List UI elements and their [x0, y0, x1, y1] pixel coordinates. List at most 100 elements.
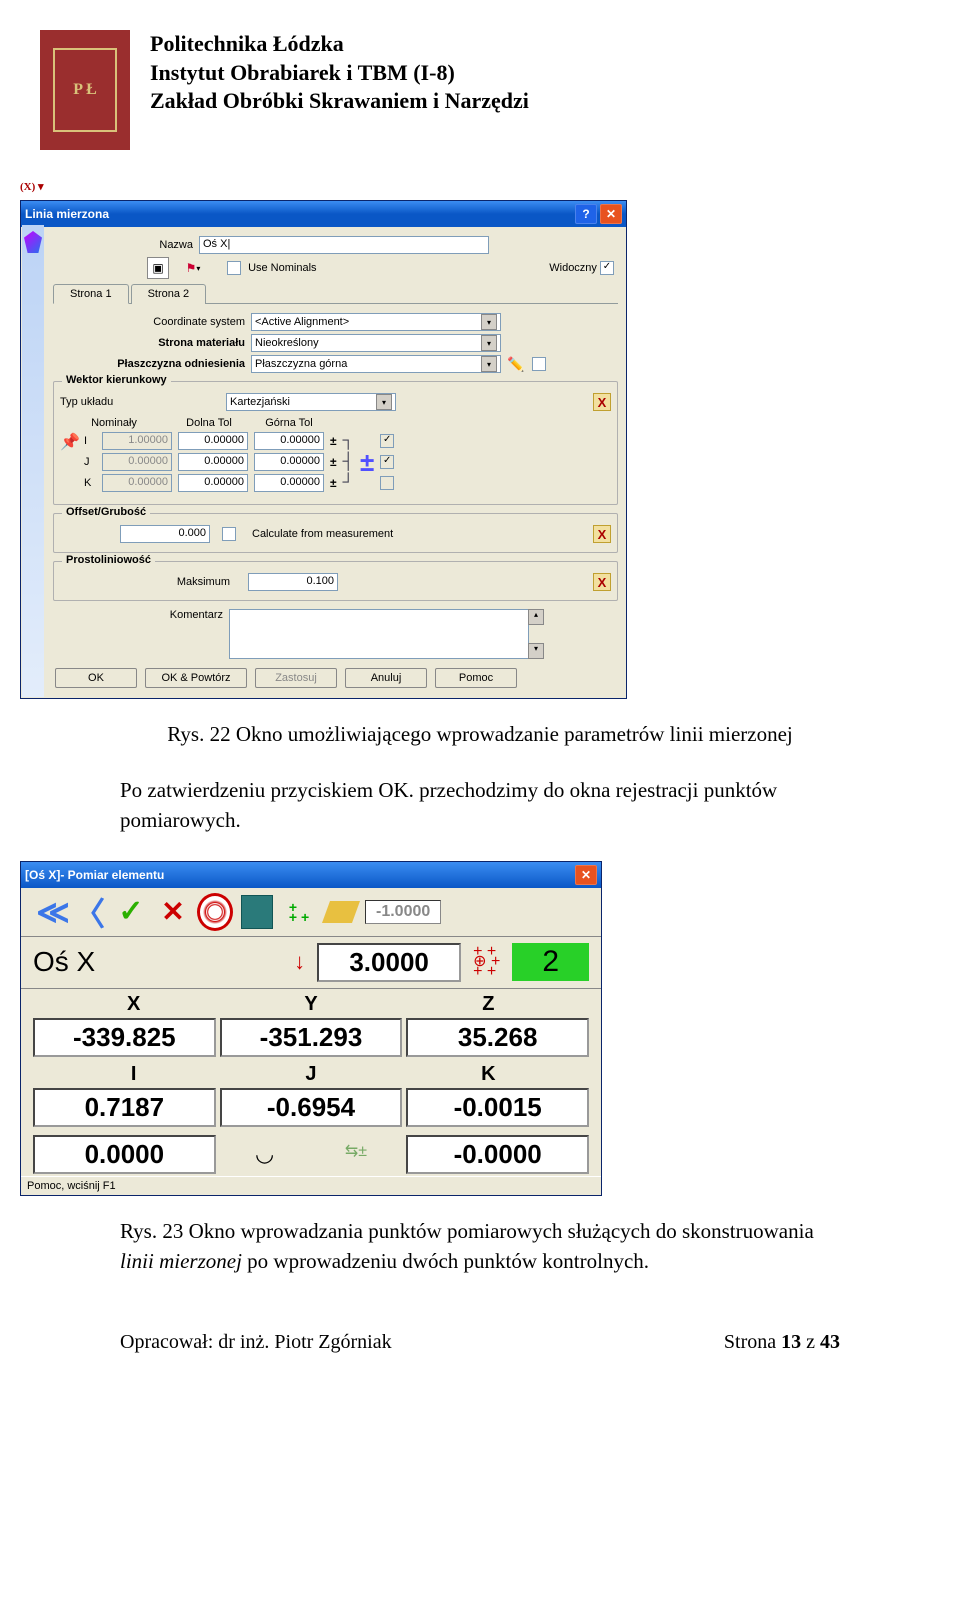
- axis-label: Oś X: [33, 946, 95, 978]
- calc-meas-checkbox[interactable]: [222, 527, 236, 541]
- ok-repeat-button[interactable]: OK & Powtórz: [145, 668, 247, 688]
- group-offset: Offset/Grubość 0.000 Calculate from meas…: [53, 513, 618, 553]
- header-line3: Zakład Obróbki Skrawaniem i Narzędzi: [150, 87, 529, 116]
- calculator-icon[interactable]: [239, 894, 275, 930]
- footer-total: 43: [820, 1331, 840, 1353]
- header-text: Politechnika Łódzka Instytut Obrabiarek …: [150, 30, 529, 116]
- arc-icon[interactable]: ◡: [255, 1141, 274, 1167]
- j-header: J: [222, 1063, 399, 1086]
- help-button[interactable]: ?: [575, 204, 597, 224]
- pin-icon[interactable]: 📌: [60, 414, 84, 452]
- coord-dropdown[interactable]: <Active Alignment>▾: [251, 313, 501, 331]
- i-check[interactable]: [380, 434, 394, 448]
- j-gt[interactable]: 0.00000: [254, 453, 324, 471]
- close-button[interactable]: ✕: [575, 865, 597, 885]
- close-button[interactable]: ✕: [600, 204, 622, 224]
- i-dt[interactable]: 0.00000: [178, 432, 248, 450]
- group-wektor: Wektor kierunkowy Typ układu Kartezjańsk…: [53, 381, 618, 505]
- tab-strona2[interactable]: Strona 2: [131, 284, 207, 304]
- j-dt[interactable]: 0.00000: [178, 453, 248, 471]
- maksimum-label: Maksimum: [60, 576, 230, 588]
- widoczny-checkbox[interactable]: [600, 261, 614, 275]
- header-line1: Politechnika Łódzka: [150, 30, 529, 59]
- b-value[interactable]: -0.0000: [406, 1135, 589, 1174]
- back-icon[interactable]: 〈: [71, 894, 107, 930]
- use-nominals-label: Use Nominals: [248, 262, 316, 274]
- readout-top: -1.0000: [365, 900, 441, 924]
- caption2-italic: linii mierzonej: [120, 1249, 242, 1273]
- apply-button[interactable]: Zastosuj: [255, 668, 337, 688]
- x-value[interactable]: -339.825: [33, 1018, 216, 1057]
- strona-mat-value: Nieokreślony: [255, 337, 319, 349]
- y-value[interactable]: -351.293: [220, 1018, 403, 1057]
- cancel-button[interactable]: Anuluj: [345, 668, 427, 688]
- rewind-icon[interactable]: ≪: [29, 894, 65, 930]
- a-value[interactable]: 0.0000: [33, 1135, 216, 1174]
- offset-input[interactable]: 0.000: [120, 525, 210, 543]
- i-header: I: [45, 1063, 222, 1086]
- x-flag-icon[interactable]: X: [593, 525, 611, 543]
- z-value[interactable]: 35.268: [406, 1018, 589, 1057]
- j-check[interactable]: [380, 455, 394, 469]
- adjust-icon[interactable]: ⇆±: [345, 1141, 367, 1167]
- surface-icon[interactable]: [323, 894, 359, 930]
- coord-label: Coordinate system: [55, 316, 245, 328]
- scroll-down[interactable]: ▾: [528, 643, 544, 659]
- group-prosto: Prostoliniowość Maksimum 0.100 X: [53, 561, 618, 601]
- komentarz-label: Komentarz: [53, 609, 223, 621]
- j-value[interactable]: -0.6954: [220, 1088, 403, 1127]
- plasz-value: Płaszczyzna górna: [255, 358, 347, 370]
- tool-icon[interactable]: [24, 231, 42, 253]
- plasz-dropdown[interactable]: Płaszczyzna górna▾: [251, 355, 501, 373]
- accept-icon[interactable]: ✓: [113, 894, 149, 930]
- plasz-checkbox[interactable]: [532, 357, 546, 371]
- use-nominals-checkbox[interactable]: [227, 261, 241, 275]
- k-check[interactable]: [380, 476, 394, 490]
- typ-ukladu-dropdown[interactable]: Kartezjański▾: [226, 393, 396, 411]
- flag-icon[interactable]: ⚑▾: [183, 258, 203, 278]
- big-pm-icon[interactable]: ±: [360, 453, 374, 471]
- coord-value: <Active Alignment>: [255, 316, 349, 328]
- i-value[interactable]: 0.7187: [33, 1088, 216, 1127]
- pm-icon[interactable]: ±: [330, 455, 337, 469]
- nazwa-input[interactable]: Oś X|: [199, 236, 489, 254]
- page-footer: Opracował: dr inż. Piotr Zgórniak Strona…: [0, 1301, 960, 1394]
- target-icon[interactable]: [197, 894, 233, 930]
- maksimum-input[interactable]: 0.100: [248, 573, 338, 591]
- plasz-label: Płaszczyzna odniesienia: [55, 358, 245, 370]
- x-flag-icon[interactable]: X: [593, 573, 611, 591]
- pick-icon[interactable]: ✏️: [507, 356, 524, 373]
- gorna-tol-header: Górna Tol: [254, 417, 324, 429]
- x-flag-icon[interactable]: X: [593, 393, 611, 411]
- footer-z: z: [801, 1331, 820, 1353]
- j-nom[interactable]: 0.00000: [102, 453, 172, 471]
- dialog-linia-mierzona: Linia mierzona ? ✕ Nazwa Oś X| ▣ ⚑▾ Use …: [20, 200, 627, 699]
- i-nom[interactable]: 1.00000: [102, 432, 172, 450]
- axis-value[interactable]: 3.0000: [317, 943, 461, 982]
- points-icon[interactable]: ++ +: [281, 894, 317, 930]
- probe-icon[interactable]: ↓: [294, 949, 305, 975]
- k-dt[interactable]: 0.00000: [178, 474, 248, 492]
- k-nom[interactable]: 0.00000: [102, 474, 172, 492]
- k-gt[interactable]: 0.00000: [254, 474, 324, 492]
- komentarz-textarea[interactable]: [229, 609, 529, 659]
- footer-right: Strona 13 z 43: [724, 1331, 840, 1354]
- offset-legend: Offset/Grubość: [62, 506, 150, 518]
- z-header: Z: [400, 993, 577, 1016]
- pm-icon[interactable]: ±: [330, 434, 337, 448]
- calc-meas-label: Calculate from measurement: [252, 528, 393, 540]
- titlebar2[interactable]: [Oś X]- Pomiar elementu ✕: [21, 862, 601, 888]
- k-value[interactable]: -0.0015: [406, 1088, 589, 1127]
- i-gt[interactable]: 0.00000: [254, 432, 324, 450]
- help-button[interactable]: Pomoc: [435, 668, 517, 688]
- plus-cluster-icon[interactable]: + +⊕ ++ +: [473, 947, 500, 977]
- ok-button[interactable]: OK: [55, 668, 137, 688]
- button-bar: OK OK & Powtórz Zastosuj Anuluj Pomoc: [53, 662, 618, 690]
- tab-strona1[interactable]: Strona 1: [53, 284, 129, 304]
- reject-icon[interactable]: ✕: [155, 894, 191, 930]
- cube-icon[interactable]: ▣: [147, 257, 169, 279]
- titlebar[interactable]: Linia mierzona ? ✕: [21, 201, 626, 227]
- strona-mat-dropdown[interactable]: Nieokreślony▾: [251, 334, 501, 352]
- pm-icon[interactable]: ±: [330, 476, 337, 490]
- scroll-up[interactable]: ▴: [528, 609, 544, 625]
